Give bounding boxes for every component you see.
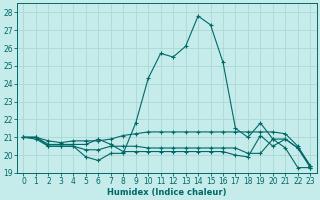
- X-axis label: Humidex (Indice chaleur): Humidex (Indice chaleur): [107, 188, 227, 197]
